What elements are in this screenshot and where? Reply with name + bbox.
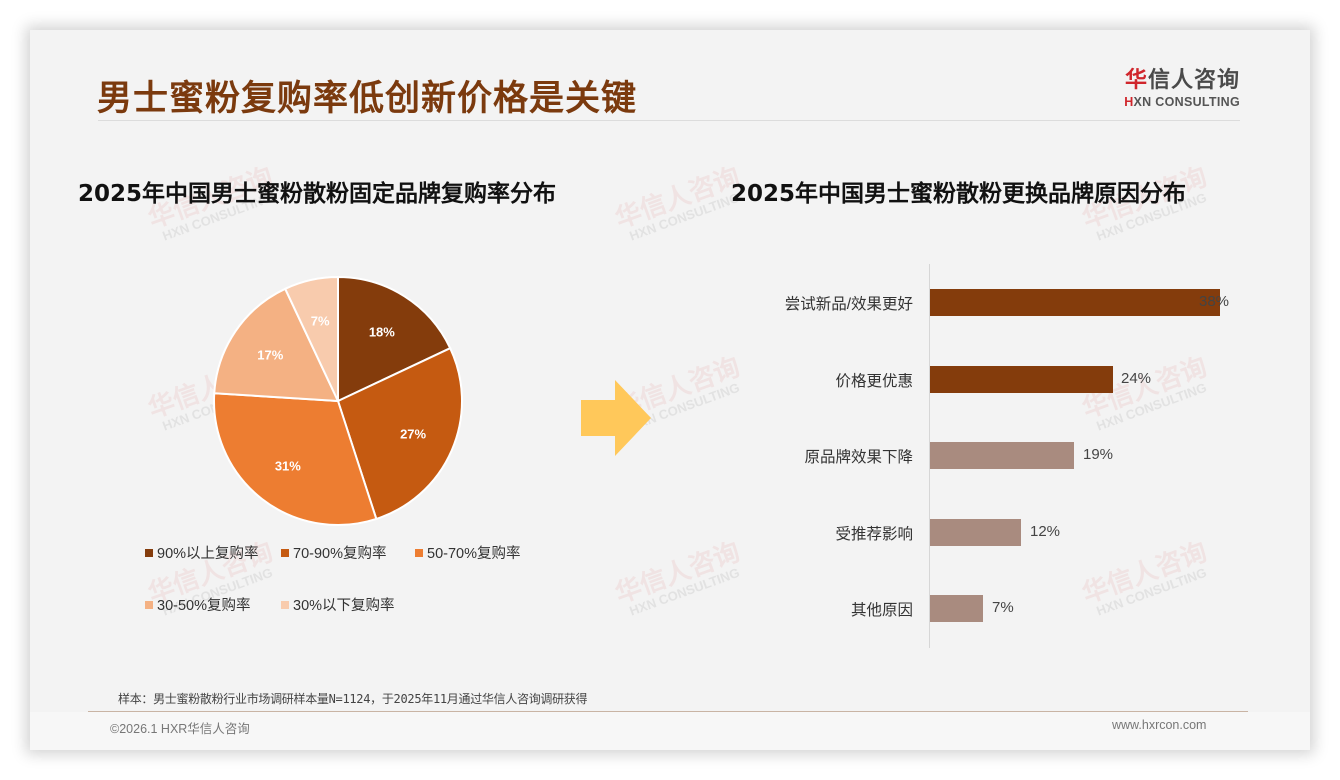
pie-slice-label: 31%	[274, 458, 301, 474]
bar-value-label: 38%	[1199, 293, 1230, 310]
bar-row: 原品牌效果下降 19%	[30, 442, 1310, 470]
legend-item: 90%以上复购率	[145, 542, 259, 563]
bar-value-label: 12%	[1030, 523, 1061, 540]
logo-en: HXN CONSULTING	[1110, 95, 1240, 109]
bar-chart-title: 2025年中国男士蜜粉散粉更换品牌原因分布	[731, 181, 1187, 207]
legend-label: 30-50%复购率	[157, 598, 251, 614]
pie-slice	[283, 275, 339, 402]
pie-slice	[336, 346, 463, 521]
legend-label: 30%以下复购率	[293, 598, 395, 614]
bar	[930, 595, 983, 622]
logo-cn: 华信人咨询	[1110, 62, 1240, 94]
company-logo: 华信人咨询 HXN CONSULTING	[1110, 62, 1240, 109]
legend-item: 30-50%复购率	[145, 594, 250, 615]
bar-category-label: 其他原因	[850, 602, 913, 619]
legend-swatch	[145, 600, 153, 609]
bar	[930, 442, 1074, 469]
legend-label: 70-90%复购率	[293, 546, 387, 562]
pie-slice-label: 18%	[368, 324, 395, 340]
pie-slice	[213, 287, 340, 403]
bar-row: 尝试新品/效果更好 38%	[30, 289, 1310, 317]
legend-item: 30%以下复购率	[281, 594, 395, 615]
logo-en-text: XN CONSULTING	[1133, 95, 1240, 109]
legend-swatch	[281, 600, 289, 609]
title-divider	[98, 120, 1240, 121]
legend-swatch	[145, 548, 153, 557]
footnote: 样本：男士蜜粉散粉行业市场调研样本量N=1124，于2025年11月通过华信人咨…	[118, 692, 588, 706]
footer	[30, 712, 1310, 750]
footer-divider	[88, 711, 1248, 712]
page-title: 男士蜜粉复购率低创新价格是关键	[97, 79, 638, 119]
legend-swatch	[281, 548, 289, 557]
legend-swatch	[415, 548, 423, 557]
logo-en-accent: H	[1124, 95, 1134, 109]
bar	[930, 519, 1021, 546]
copyright: ©2026.1 HXR华信人咨询	[110, 722, 250, 736]
legend-item: 70-90%复购率	[281, 542, 386, 563]
bar-value-label: 19%	[1083, 446, 1114, 463]
pie-graphic	[213, 275, 463, 526]
bar-category-label: 尝试新品/效果更好	[784, 296, 913, 313]
pie-slice-label: 17%	[257, 347, 284, 363]
arrow-right-icon	[581, 380, 651, 456]
bar-category-label: 价格更优惠	[835, 373, 913, 390]
bar-value-label: 24%	[1121, 370, 1152, 387]
bar	[930, 289, 1220, 316]
pie-chart: 18% 27% 31% 17% 7%	[212, 275, 464, 527]
pie-slice-label: 27%	[400, 426, 427, 441]
website-link[interactable]: www.hxrcon.com	[1112, 718, 1207, 732]
pie-slice	[337, 275, 452, 403]
bar-category-label: 受推荐影响	[835, 526, 913, 543]
pie-slice	[213, 392, 378, 526]
logo-cn-text: 信人咨询	[1147, 68, 1240, 93]
bar-value-label: 7%	[992, 599, 1014, 616]
slide: 男士蜜粉复购率低创新价格是关键 华信人咨询 HXN CONSULTING 华信人…	[30, 30, 1310, 750]
bar	[930, 366, 1113, 393]
bar-row: 价格更优惠 24%	[30, 366, 1310, 394]
legend-label: 90%以上复购率	[157, 546, 259, 562]
legend-label: 50-70%复购率	[427, 546, 521, 562]
bar-row: 其他原因 7%	[30, 595, 1310, 623]
bar-category-label: 原品牌效果下降	[804, 449, 913, 466]
pie-chart-title: 2025年中国男士蜜粉散粉固定品牌复购率分布	[78, 181, 557, 207]
logo-accent: 华	[1124, 68, 1148, 93]
bar-row: 受推荐影响 12%	[30, 519, 1310, 547]
bar-chart-axis	[929, 264, 930, 648]
legend-item: 50-70%复购率	[415, 542, 520, 563]
pie-slice-label: 7%	[310, 313, 330, 329]
